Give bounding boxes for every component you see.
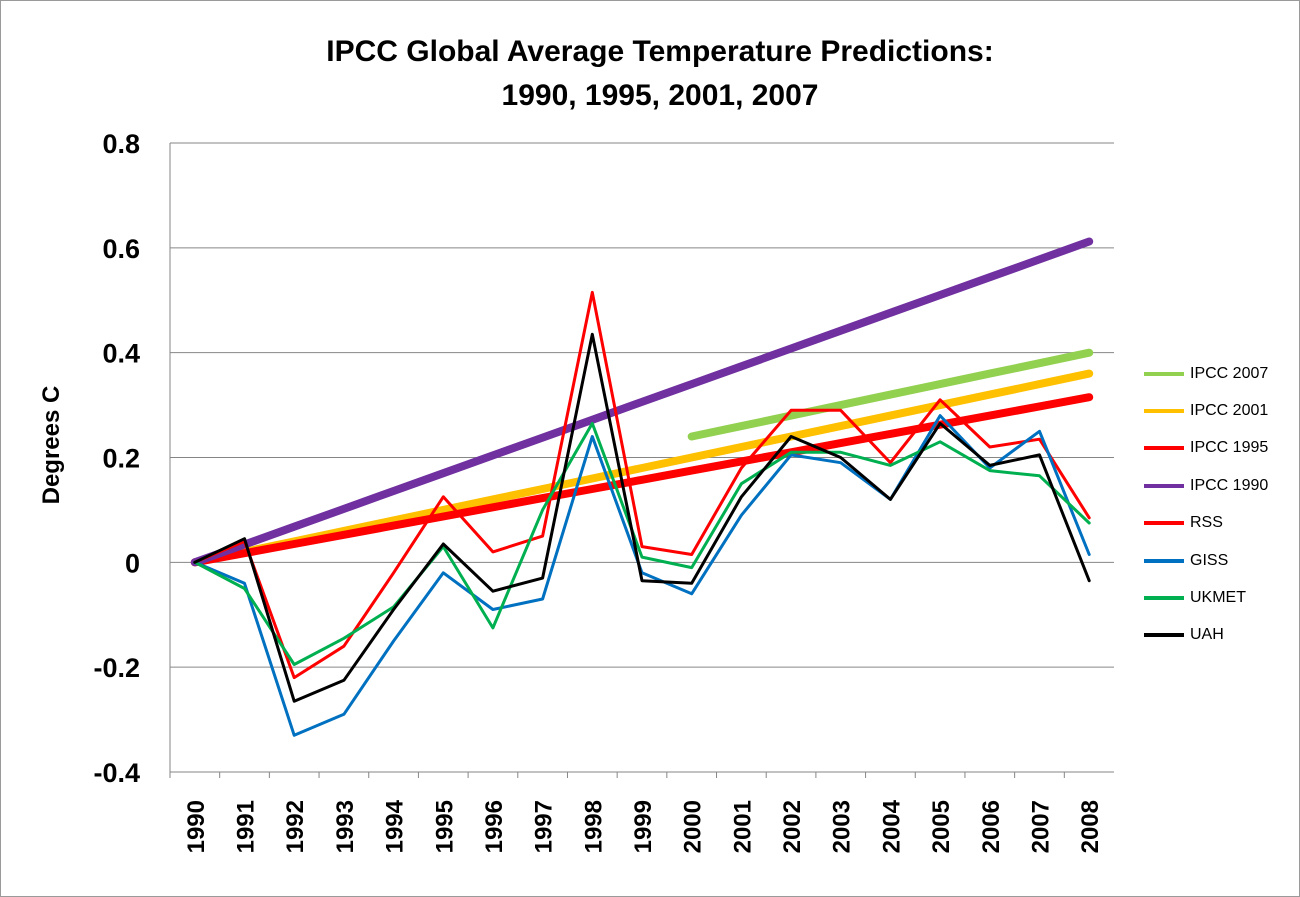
x-tick-label: 2003 bbox=[829, 800, 856, 853]
legend-swatch bbox=[1144, 521, 1184, 526]
legend-label: IPCC 1990 bbox=[1190, 476, 1269, 494]
legend-item: IPCC 2001 bbox=[1144, 392, 1294, 429]
series-line-ukmet bbox=[193, 421, 1091, 666]
legend-swatch bbox=[1144, 446, 1184, 451]
x-tick-label: 2008 bbox=[1077, 800, 1104, 853]
x-tick-label: 1991 bbox=[233, 800, 260, 853]
y-tick-label: 0.6 bbox=[102, 234, 140, 264]
tick-labels: 0.8 0.6 0.4 0.2 0 -0.2 -0.4 1990 1991 1992 1993 199… bbox=[93, 129, 1104, 853]
legend-swatch bbox=[1144, 409, 1184, 414]
legend-swatch bbox=[1144, 371, 1184, 376]
chart-title-line-1: IPCC Global Average Temperature Predicti… bbox=[326, 35, 994, 68]
x-tick-label: 1997 bbox=[531, 800, 558, 853]
legend-label: IPCC 2001 bbox=[1190, 402, 1269, 420]
x-tick-label: 2005 bbox=[928, 800, 955, 853]
series-line-ipcc-1995 bbox=[190, 393, 1094, 567]
x-tick-label: 1992 bbox=[282, 800, 309, 853]
series-line-ipcc-2007 bbox=[687, 348, 1094, 441]
legend-label: IPCC 2007 bbox=[1190, 364, 1269, 382]
legend-swatch bbox=[1144, 596, 1184, 601]
legend-swatch bbox=[1144, 633, 1184, 638]
legend-swatch bbox=[1144, 558, 1184, 563]
x-tick-label: 1993 bbox=[332, 800, 359, 853]
x-tick-label: 2002 bbox=[779, 800, 806, 853]
x-tick-label: 1999 bbox=[630, 800, 657, 853]
x-tick-label: 2006 bbox=[978, 800, 1005, 853]
legend: IPCC 2007 IPCC 2001 IPCC 1995 IPCC 1990 RSS G… bbox=[1144, 355, 1294, 654]
chart-title-line-2: 1990, 1995, 2001, 2007 bbox=[501, 79, 819, 112]
y-tick-label: -0.2 bbox=[93, 653, 140, 683]
legend-item: IPCC 1995 bbox=[1144, 430, 1294, 467]
y-tick-label: -0.4 bbox=[93, 758, 140, 788]
series-line-uah bbox=[193, 332, 1091, 703]
x-tick-label: 1998 bbox=[580, 800, 607, 853]
legend-item: IPCC 1990 bbox=[1144, 467, 1294, 504]
y-tick-label: 0.8 bbox=[102, 129, 140, 159]
legend-swatch bbox=[1144, 483, 1184, 488]
series-line-rss bbox=[193, 290, 1091, 680]
y-tick-label: 0.2 bbox=[102, 444, 140, 474]
legend-item: GISS bbox=[1144, 542, 1294, 579]
legend-item: RSS bbox=[1144, 505, 1294, 542]
legend-item: UKMET bbox=[1144, 579, 1294, 616]
y-tick-label: 0.4 bbox=[102, 339, 140, 369]
x-tick-label: 1995 bbox=[431, 800, 458, 853]
legend-label: UKMET bbox=[1190, 589, 1246, 607]
series-line-giss bbox=[193, 414, 1091, 737]
legend-label: RSS bbox=[1190, 514, 1223, 532]
series-lines bbox=[190, 237, 1094, 737]
x-tick-label: 2007 bbox=[1027, 800, 1054, 853]
legend-label: GISS bbox=[1190, 551, 1229, 569]
series-line-ipcc-1990 bbox=[190, 237, 1094, 567]
legend-item: IPCC 2007 bbox=[1144, 355, 1294, 392]
y-tick-label: 0 bbox=[125, 548, 140, 578]
legend-label: IPCC 1995 bbox=[1190, 439, 1269, 457]
gridlines bbox=[170, 142, 1114, 773]
x-tick-label: 1990 bbox=[183, 800, 210, 853]
x-tick-label: 1994 bbox=[382, 799, 409, 853]
x-tick-label: 1996 bbox=[481, 800, 508, 853]
legend-item: UAH bbox=[1144, 617, 1294, 654]
x-tick-label: 2000 bbox=[680, 800, 707, 853]
axes bbox=[169, 143, 1065, 778]
x-tick-label: 2004 bbox=[878, 799, 905, 853]
x-tick-label: 2001 bbox=[729, 800, 756, 853]
legend-label: UAH bbox=[1190, 626, 1224, 644]
